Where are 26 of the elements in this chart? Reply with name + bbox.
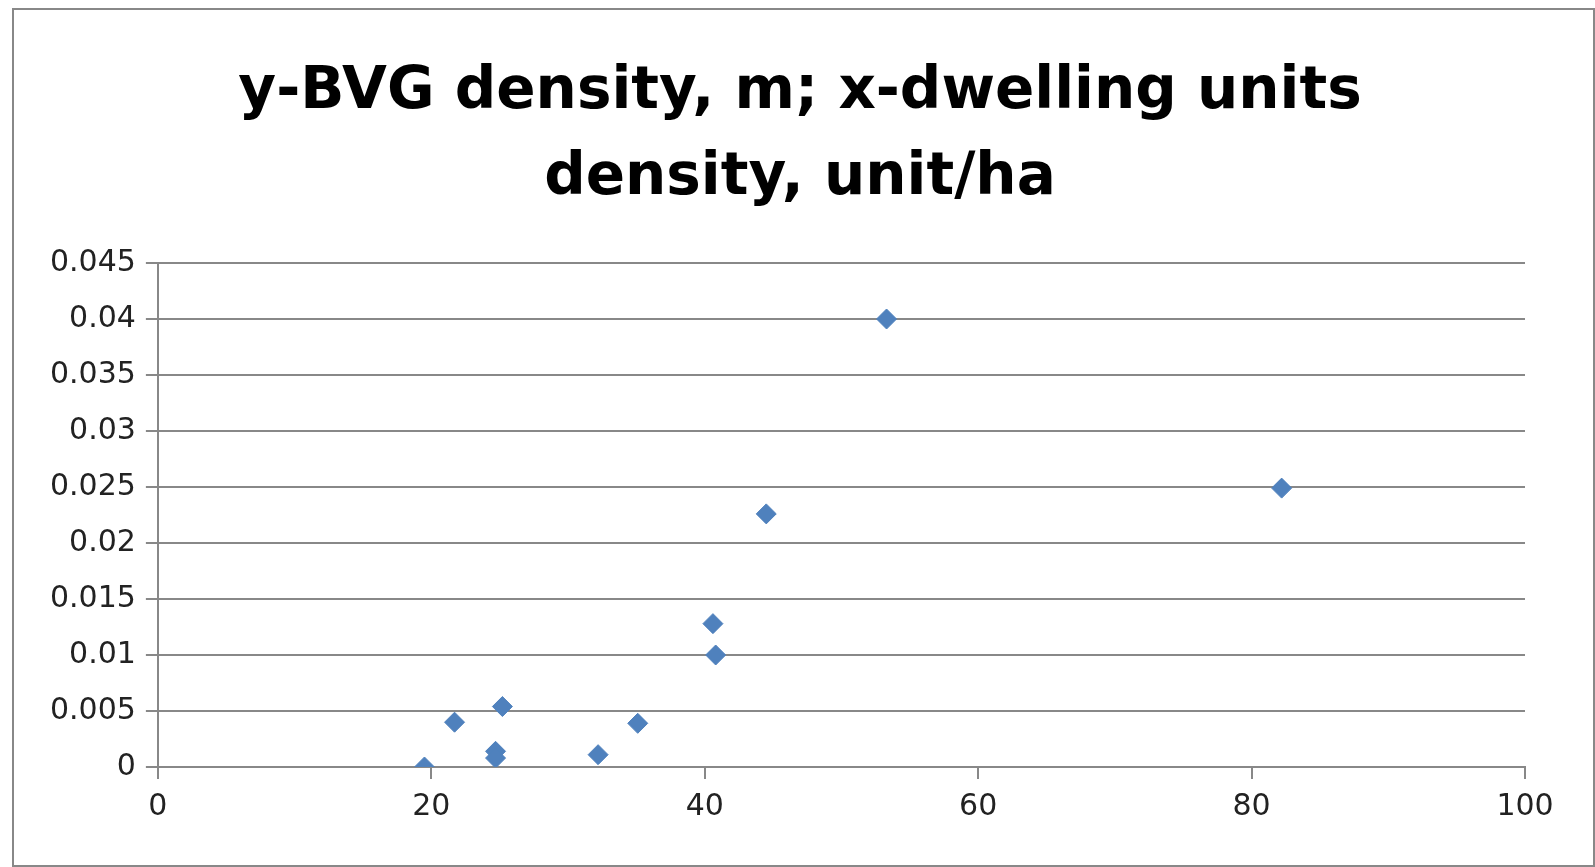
y-tick-label: 0.035 [49, 354, 136, 390]
x-tick-label: 20 [412, 786, 451, 822]
x-tick-label: 100 [1496, 786, 1554, 822]
point [491, 696, 513, 718]
y-tick-label: 0.005 [49, 690, 136, 726]
y-tick-label: 0.04 [69, 298, 136, 334]
y-tick-label: 0 [116, 746, 136, 782]
y-tick-label: 0.02 [69, 522, 136, 558]
y-tick-label: 0.045 [49, 242, 136, 278]
point [1271, 477, 1293, 499]
x-tick-label: 0 [148, 786, 168, 822]
point [444, 711, 466, 733]
y-tick-label: 0.03 [69, 410, 136, 446]
y-tick-label: 0.025 [49, 466, 136, 502]
point [876, 308, 898, 330]
x-tick-label: 40 [685, 786, 724, 822]
point [755, 503, 777, 525]
point [627, 712, 649, 734]
point [705, 644, 727, 666]
chart-title: y-BVG density, m; x-dwelling units density, unit/ha [237, 53, 1363, 210]
point [587, 744, 609, 766]
y-tick-label: 0.01 [69, 634, 136, 670]
point [702, 613, 724, 635]
x-tick-label: 80 [1232, 786, 1271, 822]
y-tick-label: 0.015 [49, 578, 136, 614]
x-tick-label: 60 [959, 786, 998, 822]
